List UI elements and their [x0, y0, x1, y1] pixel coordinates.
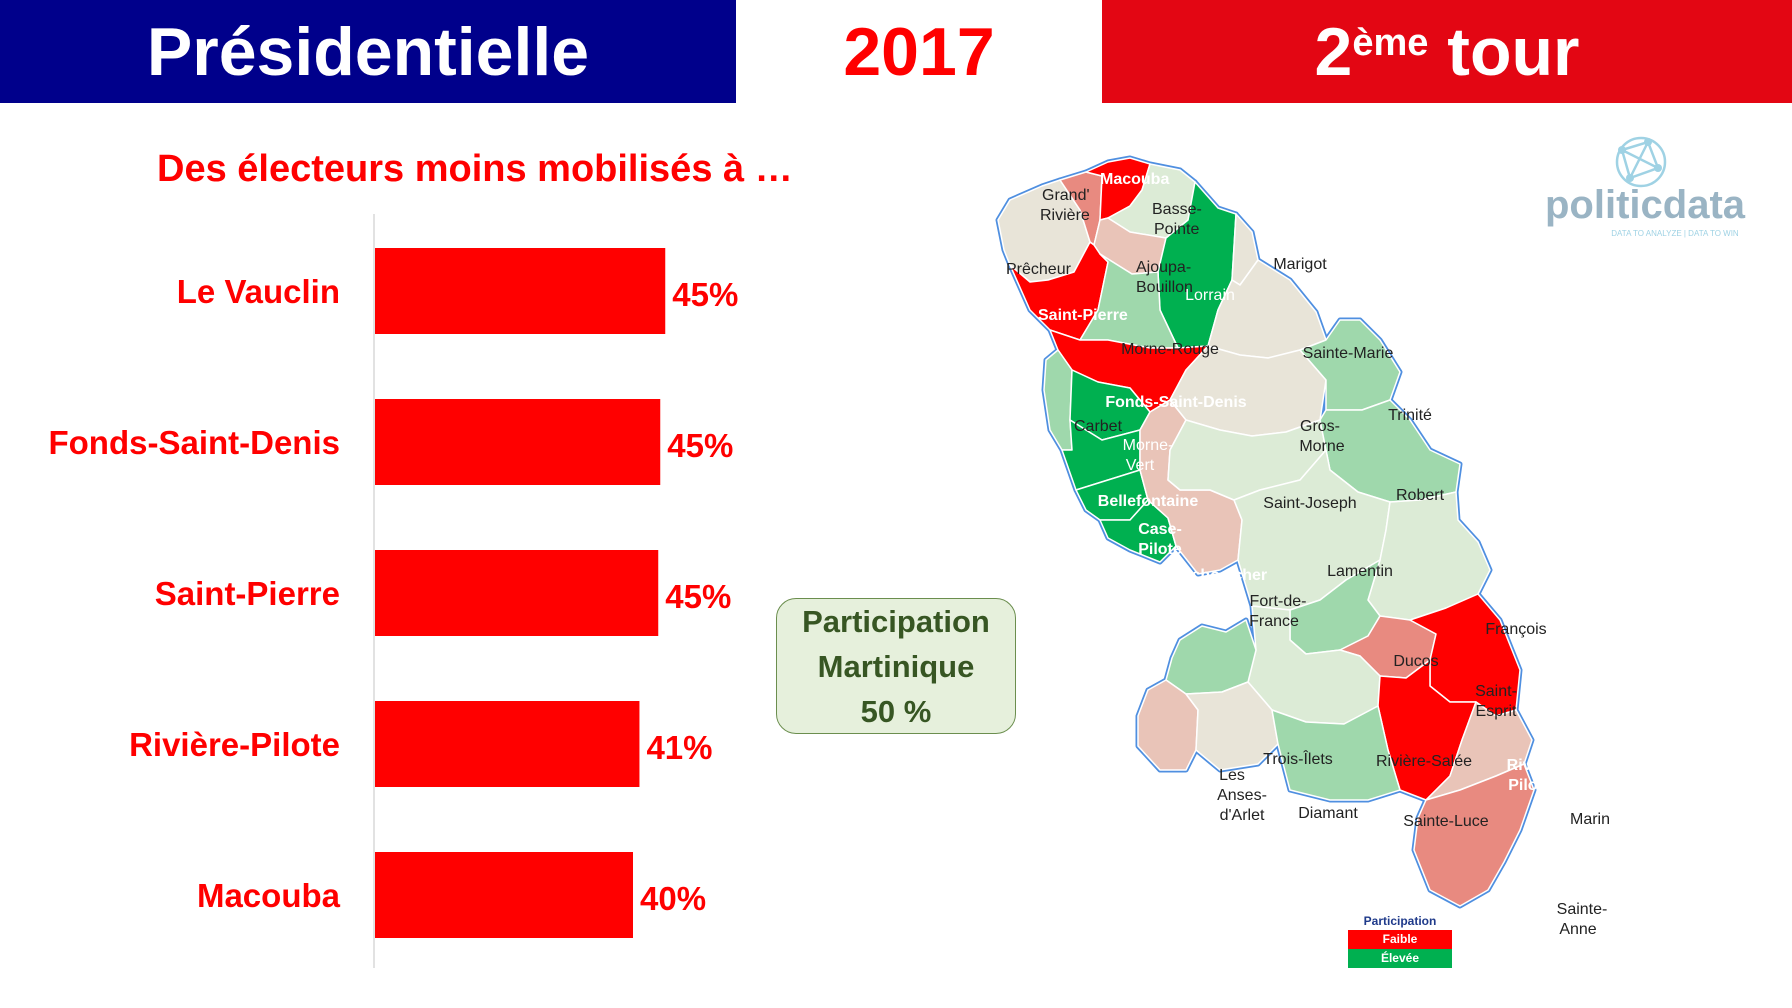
label-fonds-saint-denis: Fonds-Saint-Denis	[1105, 394, 1246, 411]
label-ajoupa-2: Bouillon	[1136, 279, 1193, 296]
label-schoelcher: Schoelcher	[1181, 567, 1267, 584]
label-gros-morne-2: Morne	[1299, 438, 1344, 455]
map-labels: Macouba Grand' Rivière Basse- Pointe Prê…	[1006, 171, 1612, 938]
martinique-map: Macouba Grand' Rivière Basse- Pointe Prê…	[995, 155, 1612, 938]
label-vauclin: Vauclin	[1556, 705, 1612, 722]
value-label-1: 45%	[667, 427, 733, 464]
value-label-2: 45%	[665, 578, 731, 615]
header-year: 2017	[736, 0, 1102, 103]
label-saint-joseph: Saint-Joseph	[1263, 495, 1356, 512]
label-carbet: Carbet	[1074, 418, 1123, 435]
label-basse-pointe-1: Basse-	[1152, 201, 1202, 218]
bar-1	[375, 399, 661, 485]
chart-subtitle: Des électeurs moins mobilisés à …	[157, 148, 793, 190]
commune-diamant	[1185, 681, 1279, 771]
label-grand-riviere-2: Rivière	[1040, 207, 1090, 224]
label-precheur: Prêcheur	[1006, 261, 1072, 278]
map-legend: Participation Faible Élevée	[1348, 912, 1452, 968]
label-anses-2: Anses-	[1217, 787, 1267, 804]
header-right-main: 2	[1314, 13, 1353, 90]
label-francois: François	[1485, 621, 1546, 638]
bar-2	[375, 550, 659, 636]
label-diamant: Diamant	[1298, 805, 1358, 822]
commune-trois-ilets	[1165, 619, 1257, 695]
header-right-end: tour	[1428, 13, 1580, 90]
header-right-sup: ème	[1352, 22, 1429, 64]
participation-line-1: Participation	[802, 603, 990, 639]
category-label-4: Macouba	[197, 877, 341, 914]
label-lamentin: Lamentin	[1327, 563, 1393, 580]
bar-chart: Le Vauclin 45% Fonds-Saint-Denis 45% Saint-P…	[48, 214, 738, 968]
category-label-3: Rivière-Pilote	[129, 726, 340, 763]
value-label-3: 41%	[646, 729, 712, 766]
category-label-1: Fonds-Saint-Denis	[48, 424, 340, 461]
label-morne-vert-2: Vert	[1126, 457, 1155, 474]
label-bellefontaine: Bellefontaine	[1098, 493, 1199, 510]
header-round: 2 ème tour	[1102, 0, 1792, 103]
commune-sainte-luce	[1271, 705, 1401, 801]
label-saint-esprit-1: Saint-	[1475, 683, 1517, 700]
label-anses-1: Les	[1219, 767, 1245, 784]
label-anses-3: d'Arlet	[1220, 807, 1265, 824]
logo-tagline: DATA TO ANALYZE | DATA TO WIN	[1611, 229, 1739, 238]
label-sainte-luce: Sainte-Luce	[1403, 813, 1488, 830]
header-left-text: Présidentielle	[146, 13, 590, 90]
label-robert: Robert	[1396, 487, 1445, 504]
label-trinite: Trinité	[1388, 407, 1432, 424]
label-sainte-anne-2: Anne	[1559, 921, 1596, 938]
commune-sainte-anne	[1413, 763, 1535, 907]
participation-box: Participation Martinique 50 %	[776, 598, 1016, 734]
label-macouba: Macouba	[1100, 171, 1169, 188]
legend-title: Participation	[1363, 914, 1437, 928]
label-fort-de-france-1: Fort-de-	[1250, 593, 1307, 610]
header-title-left: Présidentielle	[0, 0, 736, 103]
label-sainte-anne-1: Sainte-	[1557, 901, 1608, 918]
label-morne-rouge: Morne-Rouge	[1121, 341, 1219, 358]
label-morne-vert-1: Morne-	[1123, 437, 1174, 454]
commune-carbet	[1043, 349, 1073, 451]
bar-4	[375, 852, 633, 938]
header-middle-text: 2017	[843, 13, 995, 90]
label-fort-de-france-2: France	[1249, 613, 1299, 630]
participation-line-2: Martinique	[817, 648, 975, 684]
legend-item-faible: Faible	[1348, 930, 1452, 949]
label-grand-riviere-1: Grand'	[1042, 187, 1090, 204]
label-case-pilote-2: Pilote	[1138, 541, 1182, 558]
bars-group: Le Vauclin 45% Fonds-Saint-Denis 45% Saint-P…	[48, 248, 738, 938]
label-saint-esprit-2: Esprit	[1476, 703, 1517, 720]
bar-3	[375, 701, 640, 787]
label-riviere-pilote-2: Pilote	[1508, 777, 1552, 794]
participation-line-3: 50 %	[860, 693, 932, 729]
category-label-2: Saint-Pierre	[155, 575, 340, 612]
label-lorrain: Lorrain	[1185, 287, 1235, 304]
label-riviere-pilote-1: Rivière-	[1507, 757, 1566, 774]
label-sainte-marie: Sainte-Marie	[1303, 345, 1394, 362]
value-label-0: 45%	[672, 276, 738, 313]
category-label-0: Le Vauclin	[177, 273, 340, 310]
value-label-4: 40%	[640, 880, 706, 917]
politicdata-logo: politicdata DATA TO ANALYZE | DATA TO WI…	[1545, 136, 1746, 238]
label-basse-pointe-2: Pointe	[1154, 221, 1199, 238]
label-riviere-salee: Rivière-Salée	[1376, 753, 1472, 770]
network-globe-icon	[1615, 136, 1667, 188]
label-case-pilote-1: Case-	[1138, 521, 1182, 538]
label-gros-morne-1: Gros-	[1300, 418, 1340, 435]
label-ajoupa-1: Ajoupa-	[1136, 259, 1191, 276]
label-ducos: Ducos	[1393, 653, 1438, 670]
label-marigot: Marigot	[1273, 256, 1327, 273]
label-marin: Marin	[1570, 811, 1610, 828]
legend-item-elevee: Élevée	[1348, 949, 1452, 968]
logo-wordmark: politicdata	[1545, 183, 1746, 227]
label-trois-ilets: Trois-Îlets	[1263, 749, 1333, 768]
bar-0	[375, 248, 666, 334]
label-saint-pierre: Saint-Pierre	[1038, 307, 1128, 324]
